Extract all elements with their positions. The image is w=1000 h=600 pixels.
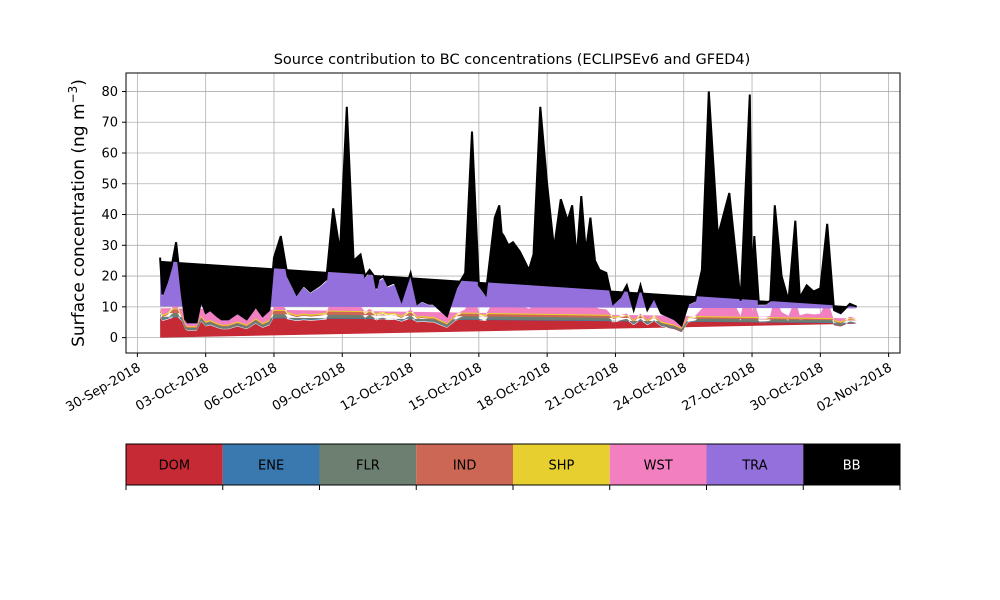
legend-label-shp: SHP <box>548 459 574 474</box>
legend-swatch-wst <box>609 444 707 485</box>
legend-label-flr: FLR <box>356 459 380 474</box>
legend-swatch-ene <box>222 444 320 485</box>
legend-label-tra: TRA <box>741 459 767 474</box>
x-tick-label: 09-Oct-2018 <box>270 360 348 414</box>
x-tick-label: 30-Oct-2018 <box>748 360 826 414</box>
legend-label-dom: DOM <box>159 459 190 474</box>
x-tick-label: 12-Oct-2018 <box>338 360 416 414</box>
legend-swatch-tra <box>706 444 804 485</box>
x-tick-label: 27-Oct-2018 <box>680 360 758 414</box>
legend-label-wst: WST <box>644 459 673 474</box>
legend-swatch-flr <box>319 444 417 485</box>
y-tick-label: 60 <box>101 147 118 162</box>
area-series-bb <box>160 91 857 326</box>
legend-swatch-dom <box>126 444 223 485</box>
y-tick-label: 20 <box>101 270 118 285</box>
y-tick-label: 0 <box>110 331 118 346</box>
legend-label-ind: IND <box>453 459 477 474</box>
legend-label-ene: ENE <box>258 459 284 474</box>
x-tick-label: 15-Oct-2018 <box>406 360 484 414</box>
y-tick-label: 30 <box>101 239 118 254</box>
y-tick-label: 50 <box>101 177 118 192</box>
x-tick-label: 18-Oct-2018 <box>475 360 553 414</box>
x-tick-label: 02-Nov-2018 <box>814 360 894 415</box>
x-tick-label: 06-Oct-2018 <box>202 360 280 414</box>
y-tick-label: 70 <box>101 116 118 131</box>
chart-title: Source contribution to BC concentrations… <box>274 52 751 68</box>
total-line <box>159 91 858 328</box>
y-tick-label: 10 <box>101 300 118 315</box>
y-tick-label: 40 <box>101 208 118 223</box>
legend: DOM ENE FLR IND SHP WST TRA BB <box>125 443 901 490</box>
x-tick-label: 24-Oct-2018 <box>611 360 689 414</box>
x-tick-label: 21-Oct-2018 <box>543 360 621 414</box>
x-tick-label: 03-Oct-2018 <box>133 360 211 414</box>
axes-frame <box>125 72 901 354</box>
x-tick-label: 30-Sep-2018 <box>64 360 144 415</box>
y-tick-label: 80 <box>101 85 118 100</box>
legend-swatch-bb <box>803 444 900 485</box>
y-axis-label: Surface concentration (ng m−3) <box>66 79 89 347</box>
legend-swatch-shp <box>513 444 610 485</box>
plot-area: 0102030405060708030-Sep-201803-Oct-20180… <box>64 72 901 415</box>
legend-label-bb: BB <box>843 459 861 474</box>
legend-swatch-ind <box>416 444 513 485</box>
